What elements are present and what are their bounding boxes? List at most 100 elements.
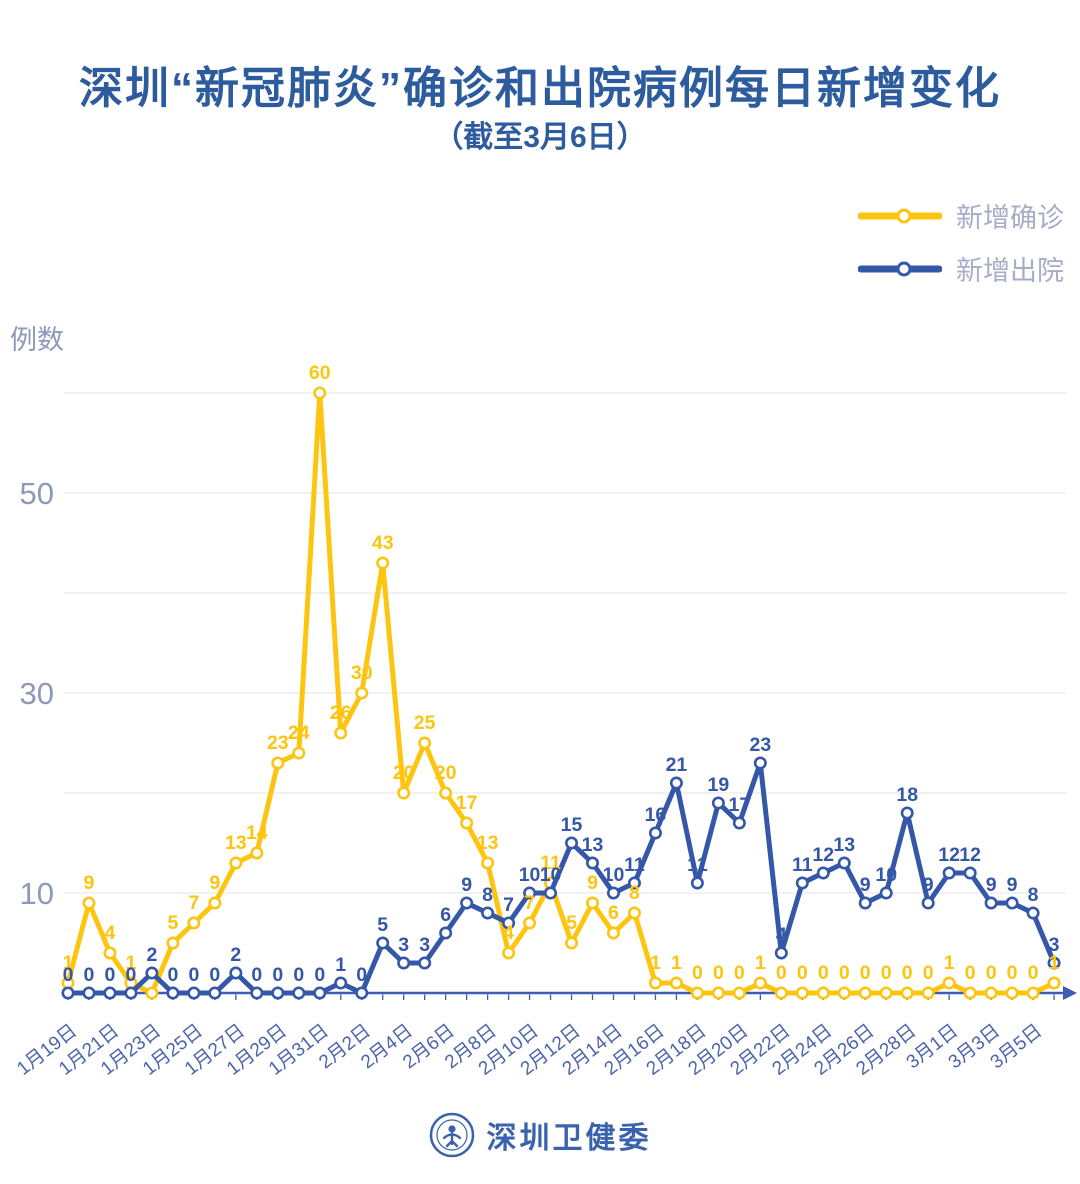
discharged-data-label: 10 xyxy=(540,864,562,886)
legend-confirmed-swatch xyxy=(858,208,942,223)
legend-item-discharged: 新增出院 xyxy=(858,249,1064,288)
confirmed-point-marker xyxy=(774,986,788,1000)
discharged-point-marker xyxy=(1005,896,1019,910)
discharged-data-label: 10 xyxy=(875,864,897,886)
discharged-data-label: 11 xyxy=(687,854,708,876)
confirmed-point-marker xyxy=(250,846,264,860)
confirmed-point-marker xyxy=(879,986,893,1000)
confirmed-data-label: 0 xyxy=(692,962,703,984)
discharged-data-label: 7 xyxy=(503,894,514,916)
discharged-data-label: 11 xyxy=(624,854,645,876)
confirmed-point-marker xyxy=(418,736,432,750)
discharged-point-marker xyxy=(397,956,411,970)
logo-person-body xyxy=(442,1132,461,1148)
discharged-point-marker xyxy=(103,986,117,1000)
discharged-point-marker xyxy=(795,876,809,890)
confirmed-point-marker xyxy=(711,986,725,1000)
confirmed-data-label: 20 xyxy=(435,762,457,784)
confirmed-point-marker xyxy=(103,946,117,960)
confirmed-point-marker xyxy=(460,816,474,830)
footer-org-name: 深圳卫健委 xyxy=(486,1122,652,1155)
confirmed-data-label: 0 xyxy=(986,962,997,984)
confirmed-point-marker xyxy=(82,896,96,910)
confirmed-point-marker xyxy=(1005,986,1019,1000)
discharged-point-marker xyxy=(984,896,998,910)
discharged-data-label: 11 xyxy=(792,854,813,876)
discharged-point-marker xyxy=(732,816,746,830)
discharged-data-label: 9 xyxy=(1007,874,1018,896)
confirmed-data-label: 1 xyxy=(671,952,682,974)
discharged-point-marker xyxy=(858,896,872,910)
discharged-point-marker xyxy=(502,916,516,930)
confirmed-data-label: 60 xyxy=(309,362,331,384)
confirmed-point-marker xyxy=(858,986,872,1000)
confirmed-point-marker xyxy=(795,986,809,1000)
confirmed-point-marker xyxy=(585,896,599,910)
discharged-point-marker xyxy=(523,886,537,900)
confirmed-point-marker xyxy=(1047,976,1061,990)
discharged-data-label: 9 xyxy=(461,874,472,896)
discharged-point-marker xyxy=(313,986,327,1000)
legend: 新增确诊 新增出院 xyxy=(858,196,1064,288)
discharged-marker-swatch xyxy=(896,261,912,276)
discharged-point-marker xyxy=(585,856,599,870)
discharged-data-label: 0 xyxy=(356,964,367,986)
confirmed-point-marker xyxy=(627,906,641,920)
discharged-data-label: 15 xyxy=(561,814,583,836)
discharged-data-label: 0 xyxy=(188,964,199,986)
discharged-point-marker xyxy=(837,856,851,870)
discharged-data-label: 3 xyxy=(1049,934,1060,956)
confirmed-marker-swatch xyxy=(896,208,912,223)
discharged-data-label: 0 xyxy=(105,964,116,986)
confirmed-point-marker xyxy=(984,986,998,1000)
discharged-point-marker xyxy=(921,896,935,910)
discharged-data-label: 9 xyxy=(986,874,997,896)
discharged-point-marker xyxy=(711,796,725,810)
discharged-point-marker xyxy=(355,986,369,1000)
discharged-point-marker xyxy=(690,876,704,890)
discharged-point-marker xyxy=(334,976,348,990)
discharged-data-label: 9 xyxy=(860,874,871,896)
discharged-data-label: 12 xyxy=(812,844,834,866)
discharged-series xyxy=(61,756,1061,1000)
discharged-data-label: 12 xyxy=(938,844,960,866)
discharged-data-label: 6 xyxy=(440,904,451,926)
discharged-point-marker xyxy=(124,986,138,1000)
discharged-data-label: 0 xyxy=(126,964,137,986)
discharged-point-marker xyxy=(229,966,243,980)
discharged-data-label: 17 xyxy=(729,794,751,816)
confirmed-data-label: 4 xyxy=(503,922,514,944)
discharged-data-label: 0 xyxy=(209,964,220,986)
confirmed-data-label: 5 xyxy=(167,912,178,934)
discharged-point-marker xyxy=(145,966,159,980)
y-axis-tick-labels: 10 30 50 xyxy=(20,476,54,911)
discharged-data-label: 1 xyxy=(335,954,346,976)
confirmed-point-marker xyxy=(606,926,620,940)
discharged-point-marker xyxy=(963,866,977,880)
confirmed-data-label: 0 xyxy=(797,962,808,984)
discharged-data-label: 12 xyxy=(959,844,981,866)
confirmed-point-marker xyxy=(187,916,201,930)
legend-item-confirmed: 新增确诊 xyxy=(858,196,1064,235)
discharged-point-marker xyxy=(774,946,788,960)
discharged-point-marker xyxy=(900,806,914,820)
discharged-point-marker xyxy=(1026,906,1040,920)
health-commission-logo-icon xyxy=(429,1112,474,1158)
logo-person-head xyxy=(447,1125,456,1133)
discharged-point-marker xyxy=(418,956,432,970)
confirmed-data-label: 0 xyxy=(1028,962,1039,984)
discharged-data-label: 5 xyxy=(377,914,388,936)
confirmed-data-label: 0 xyxy=(860,962,871,984)
discharged-data-label: 18 xyxy=(896,784,918,806)
confirmed-point-marker xyxy=(816,986,830,1000)
discharged-point-marker xyxy=(187,986,201,1000)
confirmed-data-label: 0 xyxy=(902,962,913,984)
confirmed-data-label: 7 xyxy=(188,892,199,914)
discharged-data-label: 13 xyxy=(582,834,604,856)
x-axis-arrow-icon xyxy=(1063,986,1077,1000)
confirmed-point-marker xyxy=(208,896,222,910)
confirmed-point-marker xyxy=(397,786,411,800)
discharged-point-marker xyxy=(481,906,495,920)
discharged-point-marker xyxy=(627,876,641,890)
